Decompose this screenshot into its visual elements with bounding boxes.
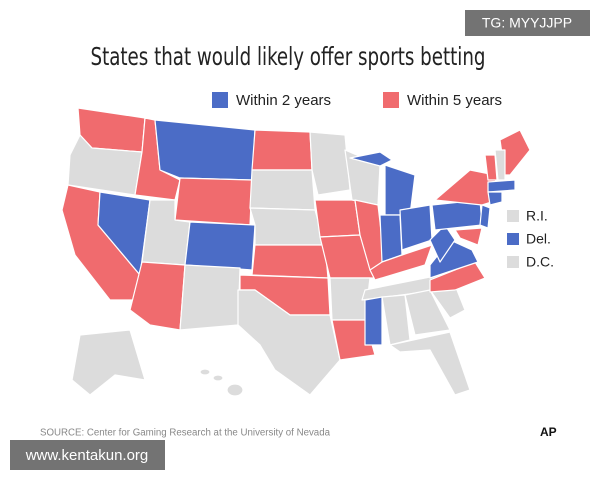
state (487, 179, 516, 193)
source-note: SOURCE: Center for Gaming Research at th… (40, 428, 330, 439)
state (154, 119, 256, 181)
small-state-swatch (507, 256, 519, 268)
state (389, 331, 471, 396)
state (479, 204, 491, 229)
us-map (61, 107, 531, 397)
state (314, 199, 361, 238)
state (251, 244, 329, 279)
state (249, 207, 326, 246)
state (381, 294, 411, 346)
small-state-swatch (507, 210, 519, 222)
state (399, 204, 433, 251)
state (364, 296, 383, 346)
logo: AP (540, 425, 557, 439)
state (199, 368, 211, 376)
state (226, 383, 244, 397)
state (384, 164, 416, 216)
state (184, 221, 256, 271)
state (212, 374, 224, 382)
state (71, 329, 146, 396)
watermark: TG: MYYJJPP (482, 15, 572, 31)
state (179, 264, 241, 331)
state (249, 169, 316, 211)
state (237, 289, 341, 396)
state (379, 214, 403, 263)
watermark-box (465, 10, 590, 36)
state (454, 227, 483, 246)
state (404, 289, 451, 336)
state (331, 319, 376, 361)
state (349, 151, 393, 167)
legend-swatch (383, 92, 399, 108)
title: States that would likely offer sports be… (91, 42, 486, 71)
state (494, 149, 506, 181)
state (487, 191, 503, 206)
state (484, 154, 498, 181)
legend-label: Within 5 years (407, 92, 502, 109)
watermark: www.kentakun.org (25, 447, 149, 464)
small-state-label: Del. (526, 231, 551, 247)
watermark-box (10, 440, 165, 470)
legend-swatch (212, 92, 228, 108)
small-state-label: D.C. (526, 254, 554, 270)
legend-label: Within 2 years (236, 92, 331, 109)
state (251, 129, 313, 171)
small-state-label: R.I. (526, 208, 548, 224)
state (309, 131, 351, 196)
state (174, 177, 253, 226)
small-state-swatch (507, 233, 519, 245)
